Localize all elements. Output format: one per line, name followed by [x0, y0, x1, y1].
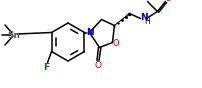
- Text: O: O: [165, 0, 172, 3]
- Text: F: F: [43, 63, 50, 72]
- Text: O: O: [95, 61, 102, 70]
- Text: Sn: Sn: [7, 31, 20, 40]
- Text: O: O: [112, 39, 119, 48]
- Text: H: H: [145, 17, 150, 26]
- Text: N: N: [86, 28, 93, 37]
- Text: N: N: [140, 13, 147, 22]
